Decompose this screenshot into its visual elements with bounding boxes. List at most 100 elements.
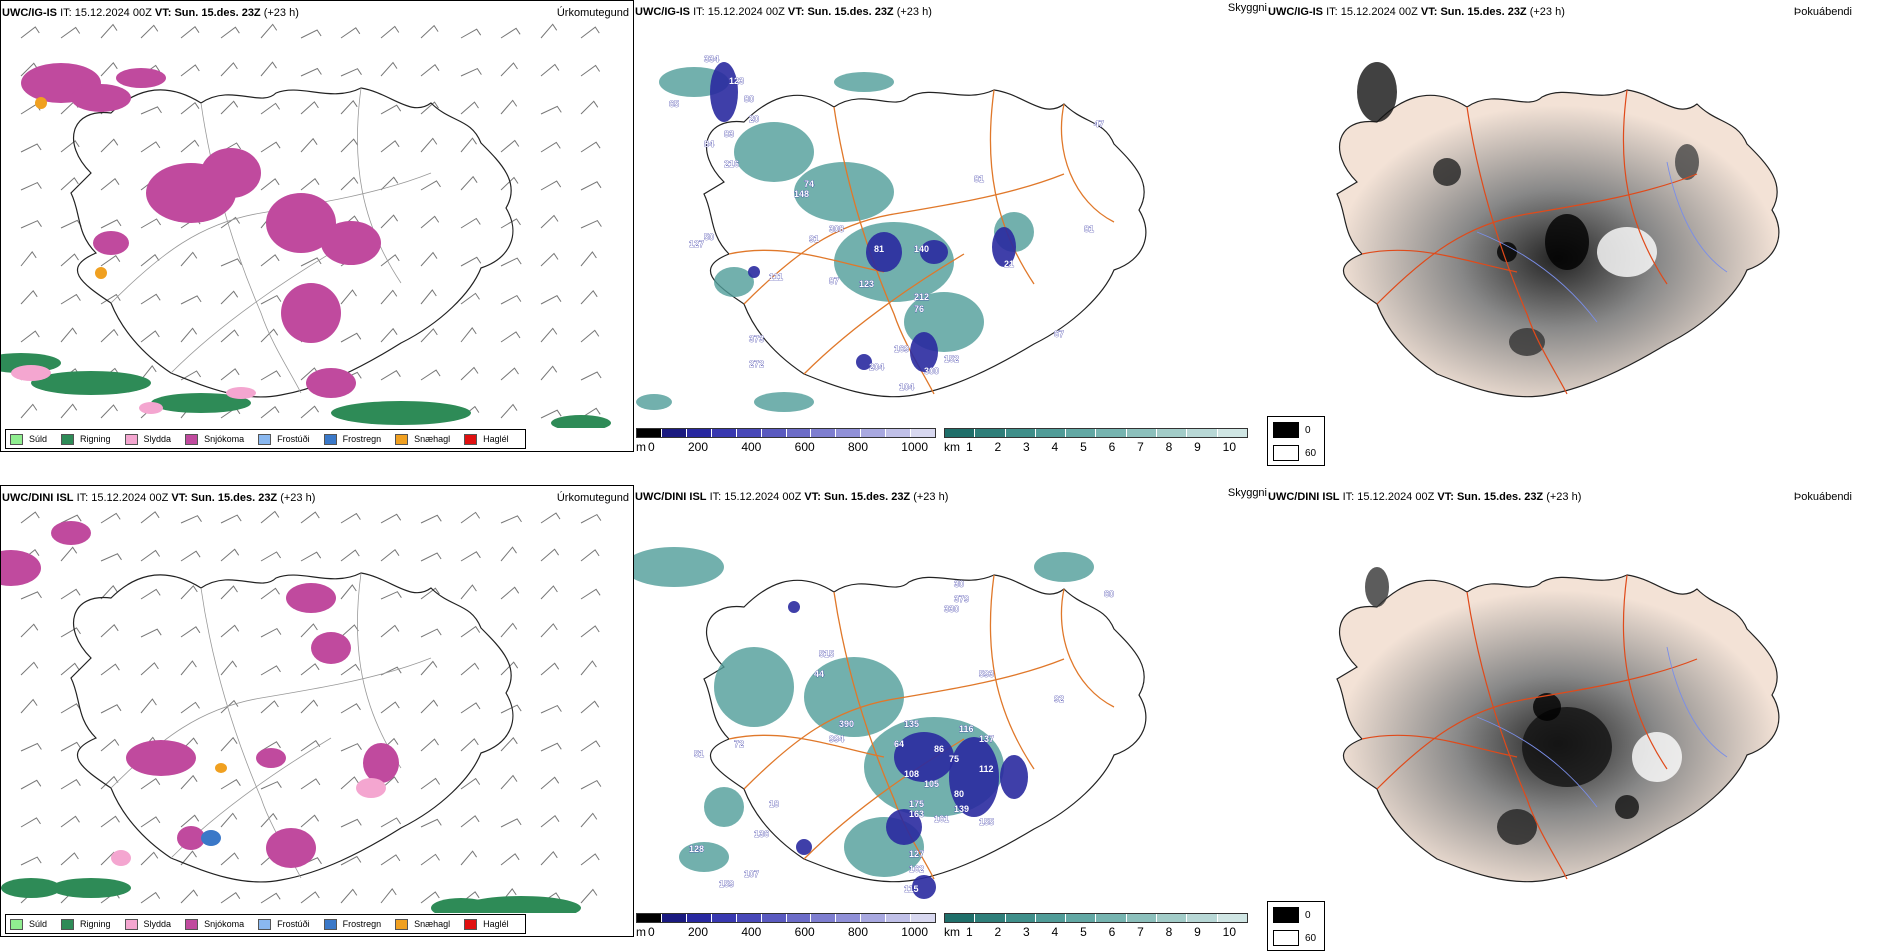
vt-value: Sun. 15.des. 23Z	[823, 491, 911, 503]
visibility-tick: 5	[1080, 925, 1087, 939]
vt-value: Sun. 15.des. 23Z	[807, 6, 894, 18]
wind-barb	[100, 704, 122, 714]
wind-barb	[580, 588, 601, 600]
cloud-base-tick: 600	[794, 440, 815, 454]
wind-barb	[540, 409, 562, 419]
fog-key-swatch	[1273, 930, 1299, 946]
wind-barb	[20, 661, 39, 676]
cloud-base-area	[748, 266, 760, 278]
wind-barb	[220, 891, 241, 904]
wind-barb	[60, 852, 79, 866]
fog-area	[1497, 242, 1517, 262]
wind-barb	[220, 216, 241, 229]
cloud-base-tick: 600	[794, 925, 815, 939]
vt-value: Sun. 15.des. 23Z	[190, 492, 278, 504]
precip-legend-item: Frostregn	[323, 918, 381, 930]
fog-area	[1357, 62, 1397, 122]
cloud-base-label: 18	[769, 799, 779, 809]
precip-legend-item: Snjókoma	[185, 433, 244, 445]
cloud-base-color-step	[911, 914, 936, 922]
visibility-tick: 10	[1222, 925, 1236, 939]
wind-barb	[260, 141, 281, 153]
wind-barb	[420, 180, 441, 191]
cloud-base-color-step	[661, 429, 687, 437]
wind-barb	[540, 365, 558, 381]
visibility-tick: 7	[1137, 925, 1144, 939]
wind-barb	[300, 551, 322, 562]
wind-barb	[340, 584, 357, 600]
cloud-base-color-step	[637, 429, 662, 437]
visibility-color-step	[1217, 429, 1247, 437]
wind-barb	[380, 888, 397, 904]
wind-barb	[20, 143, 42, 153]
wind-barb	[420, 660, 438, 676]
it-value: 15.12.2024 00Z	[74, 7, 152, 19]
wind-barb	[340, 888, 358, 904]
wind-barb	[580, 779, 602, 790]
wind-barb	[460, 256, 482, 267]
precip-area	[126, 740, 196, 776]
wind-barb	[460, 137, 477, 153]
wind-barb	[300, 29, 322, 39]
cloud-base-label: 74	[804, 179, 814, 189]
wind-barb	[460, 625, 481, 638]
wind-barb	[20, 403, 38, 419]
precip-legend: Súld Rigning Slydda Snjókoma Frostúði Frostre…	[5, 429, 526, 449]
lead-time: (+23 h)	[1546, 491, 1582, 503]
precip-area	[286, 583, 336, 613]
cloud-base-label: 80	[744, 94, 754, 104]
fog-area	[1497, 809, 1537, 845]
wind-barb	[100, 512, 121, 524]
cloud-base-label: 216	[724, 159, 739, 169]
wind-barb	[260, 61, 277, 77]
precip-area	[266, 828, 316, 868]
precip-area	[116, 68, 166, 88]
cloud-base-label: 72	[734, 739, 744, 749]
visibility-color-step	[1096, 429, 1127, 437]
cloud-visibility-panel: UWC/IG-IS IT: 15.12.2024 00Z VT: Sun. 15…	[634, 0, 1267, 454]
wind-barb	[500, 586, 520, 600]
cloud-base-label: 127	[689, 239, 704, 249]
wind-barb	[540, 327, 558, 343]
cloud-base-label: 67	[1054, 329, 1064, 339]
fog-area	[1615, 795, 1639, 819]
cloud-base-label: 330	[944, 604, 959, 614]
cloud-base-label: 60	[1104, 589, 1114, 599]
it-label: IT:	[709, 491, 722, 503]
wind-barb	[140, 293, 161, 305]
visibility-tick: 4	[1051, 440, 1059, 454]
wind-barb	[580, 100, 599, 115]
wind-barb	[380, 817, 402, 828]
it-label: IT:	[1326, 6, 1338, 18]
wind-barb	[420, 514, 442, 524]
cloud-base-color-step	[886, 429, 912, 437]
precip-area	[35, 97, 47, 109]
cloud-base-color-step	[811, 914, 837, 922]
wind-barb	[340, 289, 357, 305]
wind-barb	[460, 584, 477, 600]
cloud-base-area	[788, 601, 800, 613]
precip-area	[151, 393, 251, 413]
visibility-color-step	[945, 429, 976, 437]
visibility-color-step	[1066, 429, 1097, 437]
vt-label: VT:	[154, 7, 172, 19]
wind-barb	[260, 892, 281, 904]
wind-barb	[540, 214, 559, 229]
wind-barb	[380, 370, 401, 381]
cloud-base-label: 136	[754, 829, 769, 839]
cloud-base-label: 47	[1094, 119, 1104, 129]
visibility-tick: 2	[994, 440, 1002, 454]
wind-barb	[540, 704, 562, 714]
visibility-color-step	[1157, 429, 1188, 437]
wind-barb	[500, 622, 518, 638]
precip-area	[1, 550, 41, 586]
cloud-base-label: 152	[944, 354, 959, 364]
visibility-area	[679, 842, 729, 872]
wind-barb	[540, 662, 560, 676]
visibility-tick: 9	[1194, 440, 1201, 454]
fog-area	[1675, 144, 1699, 180]
fog-key-label: 60	[1305, 932, 1317, 944]
wind-barb	[420, 251, 438, 267]
vt-label: VT:	[804, 491, 821, 503]
